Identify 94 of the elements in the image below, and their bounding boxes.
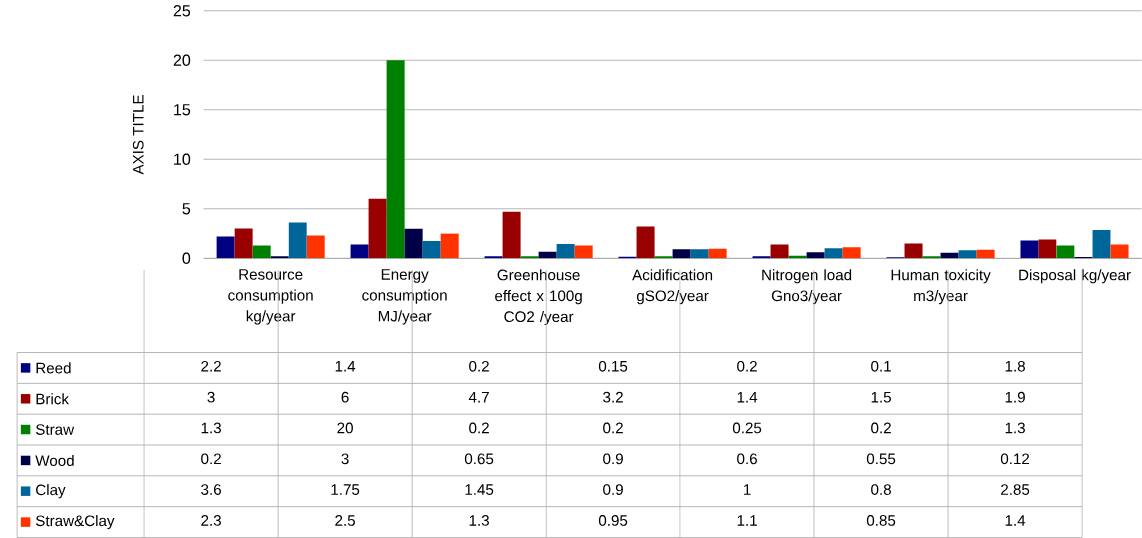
data-label: 1.4	[335, 361, 356, 372]
legend-label: Reed	[36, 362, 71, 374]
data-label: 6	[341, 391, 349, 403]
bar	[574, 245, 593, 259]
data-label: 0.12	[1000, 453, 1030, 465]
bar	[556, 243, 575, 259]
bar	[904, 243, 923, 259]
bar	[1056, 245, 1075, 259]
data-label: 0.1	[871, 360, 891, 372]
data-label: 1.3	[201, 422, 221, 434]
y-tick-label: 10	[174, 153, 191, 165]
x-tick-label: Nitrogen load Gno3/year	[762, 269, 852, 305]
y-tick-label: 25	[173, 5, 191, 17]
data-label: 0.6	[737, 453, 757, 465]
data-label: 0.2	[469, 422, 489, 434]
data-label: 0.9	[603, 453, 623, 465]
x-tick-label: Energy consumption MJ/year	[362, 269, 447, 325]
data-label: 0.15	[598, 360, 628, 372]
x-tick-label: Resource consumption kg/year	[228, 269, 313, 325]
data-label: 1.3	[1005, 422, 1025, 434]
data-label: 1.4	[737, 392, 758, 403]
data-label: 0.55	[866, 453, 896, 465]
legend-label: Straw	[35, 424, 75, 435]
x-tick-label: Human toxicity m3/year	[891, 269, 991, 305]
bar	[422, 240, 441, 259]
data-label: 0.2	[603, 422, 623, 434]
y-tick-label: 5	[182, 203, 191, 215]
bar	[234, 228, 253, 259]
data-label: 2.2	[201, 360, 221, 372]
y-tick-label: 15	[174, 104, 191, 116]
data-label: 1.9	[1005, 391, 1025, 403]
bar	[1020, 240, 1039, 259]
bar	[806, 252, 825, 259]
data-label: 0.2	[469, 360, 489, 372]
bar	[288, 222, 307, 259]
data-label: 0.95	[598, 515, 628, 526]
data-label: 3.6	[201, 484, 221, 495]
data-label: 1.8	[1005, 360, 1025, 372]
data-label: 2.3	[201, 515, 221, 526]
data-label: 0.25	[732, 422, 762, 434]
bar	[440, 233, 459, 259]
data-label: 20	[337, 422, 353, 434]
bar	[770, 244, 789, 259]
data-label: 2.5	[335, 515, 355, 526]
bar	[368, 198, 387, 259]
data-label: 1.45	[465, 484, 494, 495]
legend-label: Wood	[35, 454, 74, 467]
legend-label: Straw&Clay	[35, 515, 115, 530]
bar	[538, 251, 557, 259]
x-tick-label: Acidification gSO2/year	[632, 269, 713, 305]
data-label: 4.7	[468, 392, 489, 403]
y-tick-label: 20	[173, 54, 191, 66]
data-label: 1.5	[871, 392, 891, 403]
bar	[636, 226, 655, 259]
bar	[824, 248, 843, 259]
bar	[1110, 244, 1129, 259]
bar	[252, 245, 271, 259]
bar	[386, 60, 405, 259]
bar	[502, 211, 521, 259]
bar	[708, 248, 727, 259]
bar	[976, 249, 995, 259]
data-label: 1	[744, 484, 751, 495]
bar	[306, 235, 325, 259]
data-label: 2.85	[1001, 484, 1030, 495]
data-label: 0.8	[871, 484, 891, 495]
data-label: 1.75	[331, 484, 360, 495]
x-tick-label: Disposal kg/year	[1019, 269, 1131, 284]
bar	[940, 252, 959, 259]
data-label: 0.2	[871, 422, 891, 434]
data-label: 0.9	[603, 484, 623, 495]
data-label: 0.2	[201, 453, 221, 465]
bar	[404, 228, 423, 259]
bar	[842, 247, 861, 259]
data-label: 3.2	[603, 391, 623, 403]
legend-label: Brick	[36, 393, 70, 405]
data-label: 0.85	[866, 515, 896, 526]
data-label: 3	[341, 453, 349, 465]
bar	[216, 236, 235, 259]
x-tick-label: Greenhouse effect x 100g CO2 /year	[495, 269, 582, 326]
bar	[672, 249, 691, 259]
y-axis-title: AXIS TITLE	[132, 95, 144, 175]
data-label: 1.4	[1005, 515, 1026, 526]
data-label: 3	[207, 391, 215, 403]
bar	[690, 249, 709, 259]
bar	[958, 250, 977, 259]
legend-label: Clay	[36, 484, 66, 499]
data-label: 0.2	[737, 360, 757, 372]
bar	[1038, 239, 1057, 259]
data-label: 1.1	[737, 515, 757, 526]
bar	[350, 244, 369, 259]
bar	[1092, 230, 1111, 259]
data-label: 1.3	[469, 515, 489, 526]
y-tick-label: 0	[182, 252, 191, 264]
data-label: 0.65	[464, 453, 494, 465]
